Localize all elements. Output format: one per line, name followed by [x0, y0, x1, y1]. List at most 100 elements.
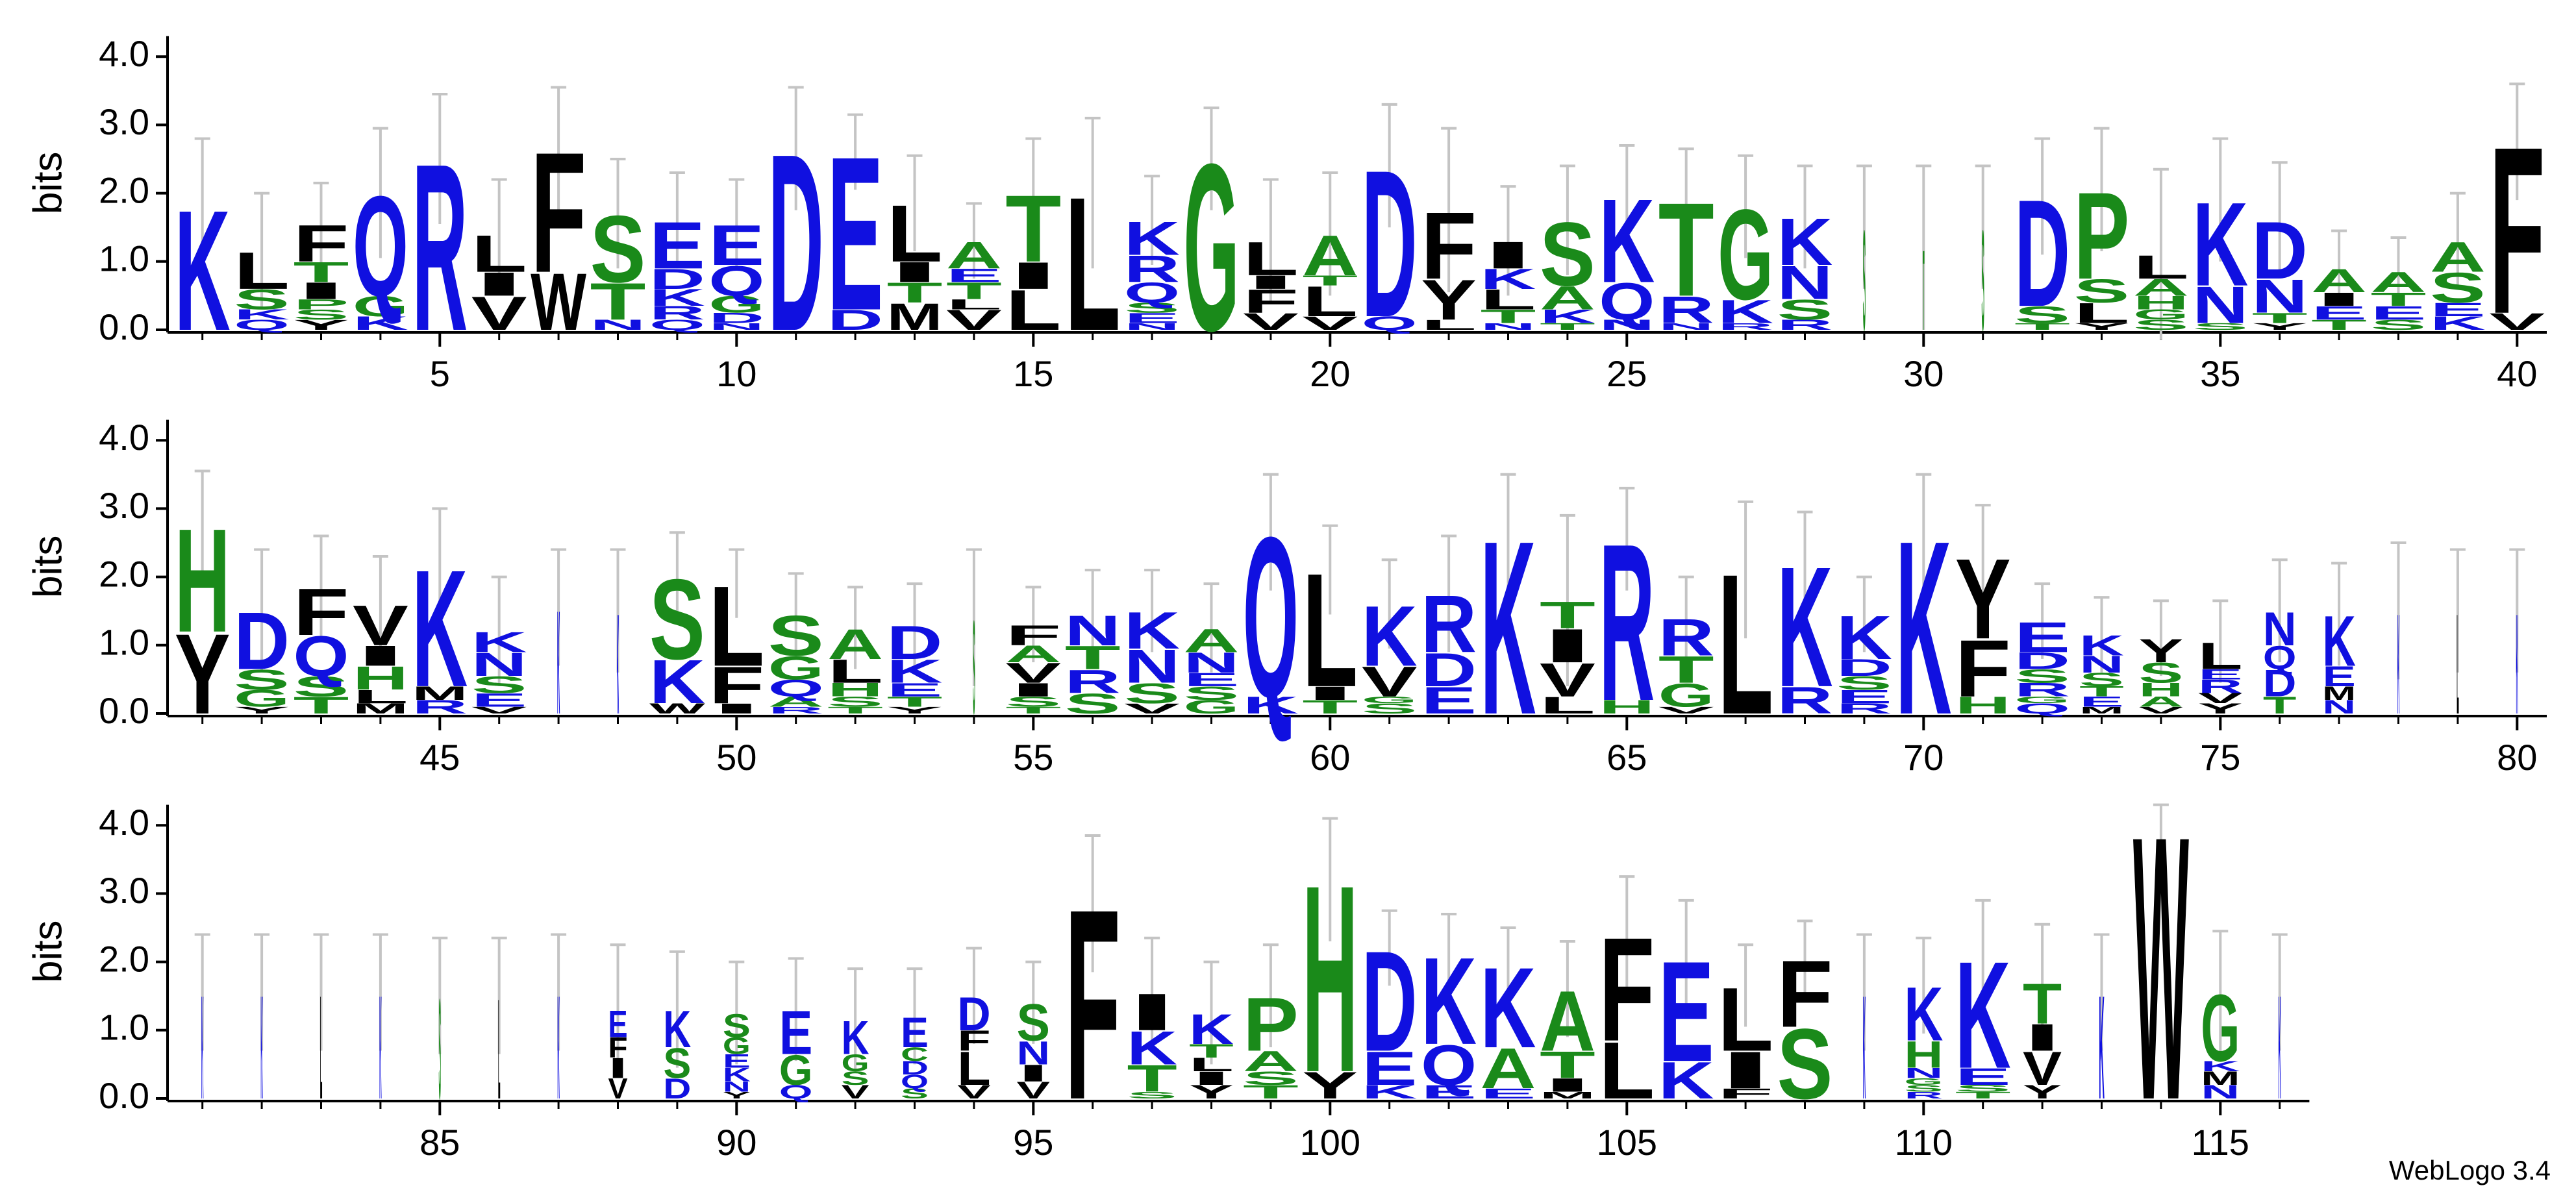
- letter: T: [294, 256, 349, 288]
- letter: Q: [779, 1081, 813, 1102]
- letter: T: [1481, 306, 1536, 327]
- letter: S: [294, 671, 349, 702]
- letter-group: K: [649, 284, 705, 311]
- x-tick-label: 15: [1013, 353, 1053, 394]
- letter: F: [708, 656, 764, 715]
- letter-group: P: [294, 297, 349, 313]
- x-tick-label: 95: [1013, 1122, 1053, 1163]
- letter-group: I: [1481, 234, 1536, 277]
- letter-group: I: [1718, 1041, 1773, 1100]
- letter: Y: [887, 705, 943, 715]
- letter-group: P: [1243, 982, 1299, 1067]
- letter: Q: [1421, 1033, 1477, 1097]
- letter: F: [1955, 623, 2011, 713]
- letter: L: [498, 970, 500, 1130]
- letter-group: D: [827, 304, 883, 336]
- letter: K: [412, 536, 468, 722]
- letter-group: K: [1481, 490, 1536, 767]
- letter: V: [1540, 654, 1595, 707]
- letter-group: R: [2014, 679, 2070, 700]
- letter-group: S: [1124, 678, 1180, 710]
- letter-group: Y: [723, 1090, 751, 1100]
- letter: R: [1421, 579, 1477, 669]
- letter: S: [2371, 317, 2427, 333]
- letter: Y: [2023, 1081, 2062, 1102]
- letter: V: [1243, 308, 1299, 335]
- letter-group: N: [1777, 256, 1833, 310]
- letter: L: [887, 188, 943, 279]
- letter-group: L: [827, 652, 883, 690]
- letter: S: [973, 594, 975, 743]
- letter: I: [1017, 1060, 1051, 1087]
- letter: I: [1481, 234, 1536, 277]
- letter: H: [1599, 696, 1655, 717]
- letter-group: S: [1904, 1083, 1943, 1093]
- letter: K: [2397, 585, 2399, 745]
- letter: L: [1243, 232, 1299, 286]
- letter: S: [1836, 672, 1892, 693]
- letter: Y: [2198, 700, 2243, 717]
- letter: S: [1124, 678, 1180, 710]
- letter-group: F: [608, 1032, 627, 1064]
- letter-group: Q: [1124, 277, 1180, 309]
- letter-group: E: [1421, 1081, 1477, 1102]
- letter-group: T: [1302, 696, 1358, 717]
- letter-group: K: [1127, 1021, 1177, 1074]
- letter: E: [723, 1050, 751, 1072]
- letter: A: [1005, 641, 1061, 667]
- letter-group: K: [2322, 602, 2356, 682]
- letter: V: [1124, 700, 1180, 717]
- letter-group: I: [1189, 1067, 1234, 1089]
- letter-group: A: [1005, 641, 1061, 667]
- letter: D: [708, 310, 764, 327]
- letter-group: F: [1718, 1085, 1773, 1102]
- letter-group: T: [2263, 692, 2297, 719]
- y-tick-label: 4.0: [99, 802, 149, 843]
- letter: C: [901, 1043, 929, 1065]
- letter-group: A: [2139, 694, 2184, 710]
- letter-group: V: [2198, 690, 2243, 706]
- x-tick-label: 20: [1310, 353, 1350, 394]
- letter-group: M: [1540, 1090, 1595, 1100]
- y-axis-label: bits: [25, 536, 70, 598]
- letter: E: [1184, 669, 1240, 690]
- letter-group: I: [1243, 271, 1299, 293]
- letter: K: [1481, 490, 1536, 767]
- letter-group: H: [175, 499, 231, 663]
- letter: I: [294, 278, 349, 304]
- letter-group: L: [708, 563, 764, 691]
- letter: L: [1481, 284, 1536, 316]
- letter: V: [842, 1081, 869, 1102]
- letter: K: [471, 626, 527, 658]
- letter: L: [1540, 692, 1595, 719]
- letter: S: [2139, 657, 2184, 689]
- letter: A: [768, 694, 824, 710]
- letter: T: [2023, 972, 2062, 1035]
- letter: H: [827, 679, 883, 700]
- letter: K: [649, 284, 705, 311]
- letter: S: [234, 664, 290, 696]
- letter-group: E: [2322, 661, 2356, 693]
- letter-group: T: [2252, 310, 2308, 327]
- letter-group: K: [1777, 205, 1833, 280]
- letter: K: [2322, 602, 2356, 682]
- y-tick-label: 2.0: [99, 553, 149, 594]
- letter-group: S: [1184, 682, 1240, 704]
- letter-group: E: [946, 265, 1002, 286]
- letter: S: [1127, 1090, 1177, 1100]
- letter-group: T: [2311, 317, 2367, 333]
- letter: S: [1017, 994, 1051, 1052]
- letter-group: T: [1658, 649, 1714, 691]
- letter-group: S: [439, 970, 441, 1130]
- letter-group: T: [1658, 176, 1714, 325]
- letter: N: [1184, 647, 1240, 679]
- letter: T: [1005, 705, 1061, 715]
- letter-group: K: [1599, 175, 1655, 308]
- letter: I: [1005, 255, 1061, 297]
- letter: V: [1005, 657, 1061, 689]
- letter: I: [887, 256, 943, 288]
- letter-group: Q: [353, 167, 408, 327]
- letter-group: E: [1124, 310, 1180, 327]
- letter-group: T: [1481, 306, 1536, 327]
